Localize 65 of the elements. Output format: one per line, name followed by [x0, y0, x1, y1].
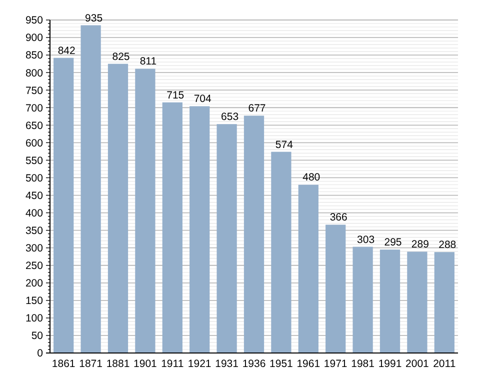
bar — [108, 64, 128, 353]
bar — [380, 250, 400, 353]
x-tick-label: 2011 — [433, 358, 456, 370]
data-label: 653 — [221, 111, 239, 124]
x-tick-label: 1911 — [161, 358, 184, 370]
data-label: 303 — [357, 234, 375, 246]
data-label: 480 — [302, 172, 320, 184]
y-tick-label: 900 — [25, 32, 44, 44]
bar — [352, 246, 373, 353]
bar — [434, 252, 454, 353]
bar — [407, 252, 428, 353]
bar — [298, 184, 318, 353]
x-tick-label: 1871 — [79, 358, 103, 370]
y-tick-label: 200 — [25, 278, 44, 290]
y-tick-label: 250 — [25, 260, 44, 272]
x-tick-label: 1921 — [188, 358, 212, 370]
data-label: 842 — [58, 44, 76, 57]
y-tick-label: 300 — [25, 242, 44, 255]
bar — [190, 106, 210, 353]
x-tick-label: 1931 — [215, 358, 239, 370]
y-tick-label: 500 — [25, 172, 44, 184]
data-label: 935 — [85, 12, 103, 24]
data-label: 574 — [275, 138, 294, 151]
x-tick-label: 1991 — [378, 358, 402, 370]
y-tick-label: 950 — [25, 14, 44, 27]
y-tick-label: 350 — [25, 224, 44, 237]
bar — [326, 224, 346, 353]
data-label: 704 — [194, 93, 212, 106]
x-tick-label: 1901 — [134, 358, 158, 370]
bar — [80, 25, 101, 353]
y-tick-label: 0 — [37, 348, 44, 360]
y-tick-label: 150 — [25, 295, 44, 308]
y-tick-label: 650 — [25, 120, 44, 132]
y-tick-label: 800 — [25, 67, 44, 80]
y-tick-label: 100 — [25, 312, 44, 325]
bar — [216, 124, 237, 353]
x-tick-label: 1951 — [270, 358, 294, 370]
bar — [271, 152, 292, 353]
x-tick-label: 1936 — [242, 358, 266, 370]
data-label: 677 — [248, 102, 266, 115]
y-tick-label: 700 — [25, 102, 44, 114]
y-tick-label: 850 — [25, 50, 44, 62]
x-tick-label: 2001 — [406, 358, 430, 370]
y-tick-label: 550 — [25, 154, 44, 167]
data-label: 295 — [384, 236, 402, 249]
bar — [162, 102, 182, 353]
x-tick-label: 1971 — [324, 358, 348, 370]
data-label: 289 — [411, 238, 430, 251]
y-tick-label: 750 — [25, 84, 44, 97]
y-tick-label: 600 — [25, 137, 44, 150]
data-label: 825 — [112, 50, 130, 63]
bar — [135, 68, 156, 353]
x-tick-label: 1861 — [52, 358, 76, 370]
data-label: 288 — [438, 239, 456, 252]
x-tick-label: 1981 — [351, 358, 375, 370]
x-tick-label: 1961 — [296, 358, 320, 370]
bar — [54, 58, 74, 353]
data-label: 715 — [166, 89, 184, 102]
data-label: 366 — [330, 212, 348, 224]
data-label: 811 — [140, 56, 157, 68]
y-tick-label: 50 — [31, 330, 44, 342]
y-tick-label: 450 — [25, 190, 44, 202]
x-tick-label: 1881 — [106, 358, 130, 370]
y-tick-label: 400 — [25, 207, 44, 220]
bar — [244, 116, 264, 353]
